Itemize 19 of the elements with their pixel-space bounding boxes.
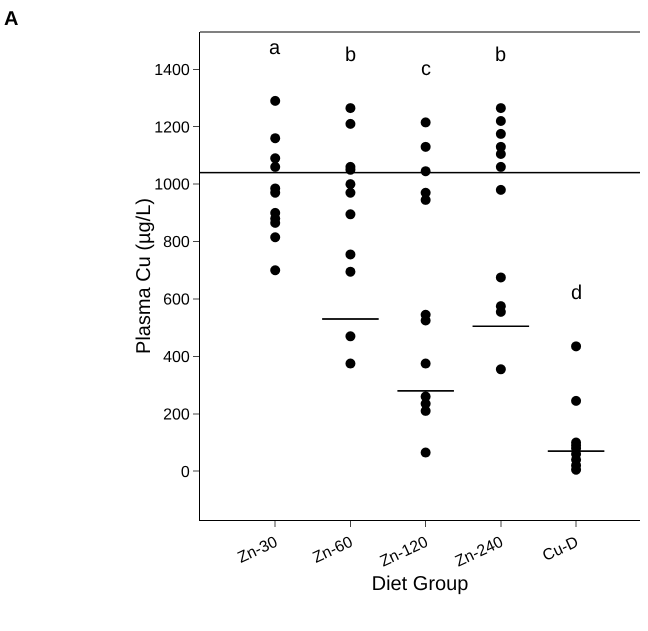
- y-tick-label: 200: [163, 406, 190, 424]
- y-tick-label: 600: [163, 292, 190, 309]
- y-tick-label: 800: [163, 234, 190, 252]
- x-axis-title: Diet Group: [372, 573, 468, 595]
- annotation: b: [345, 44, 356, 66]
- annotation: c: [421, 58, 431, 80]
- x-tick-label: Zn-30: [235, 534, 280, 567]
- annotation: d: [571, 282, 582, 304]
- y-tick-label: 0: [180, 464, 190, 481]
- y-tick-label: 1200: [154, 119, 190, 136]
- y-tick-label: 400: [163, 348, 190, 366]
- text: A: [4, 8, 18, 30]
- annotation: b: [495, 44, 506, 66]
- y-tick-label: 1000: [154, 176, 190, 194]
- x-tick-label: Zn-60: [310, 534, 356, 567]
- y-tick-label: 1400: [154, 62, 190, 79]
- annotation: a: [269, 37, 281, 59]
- y-axis-title: Plasma Cu (µg/L): [133, 198, 155, 354]
- x-tick-label: Cu-D: [540, 534, 582, 565]
